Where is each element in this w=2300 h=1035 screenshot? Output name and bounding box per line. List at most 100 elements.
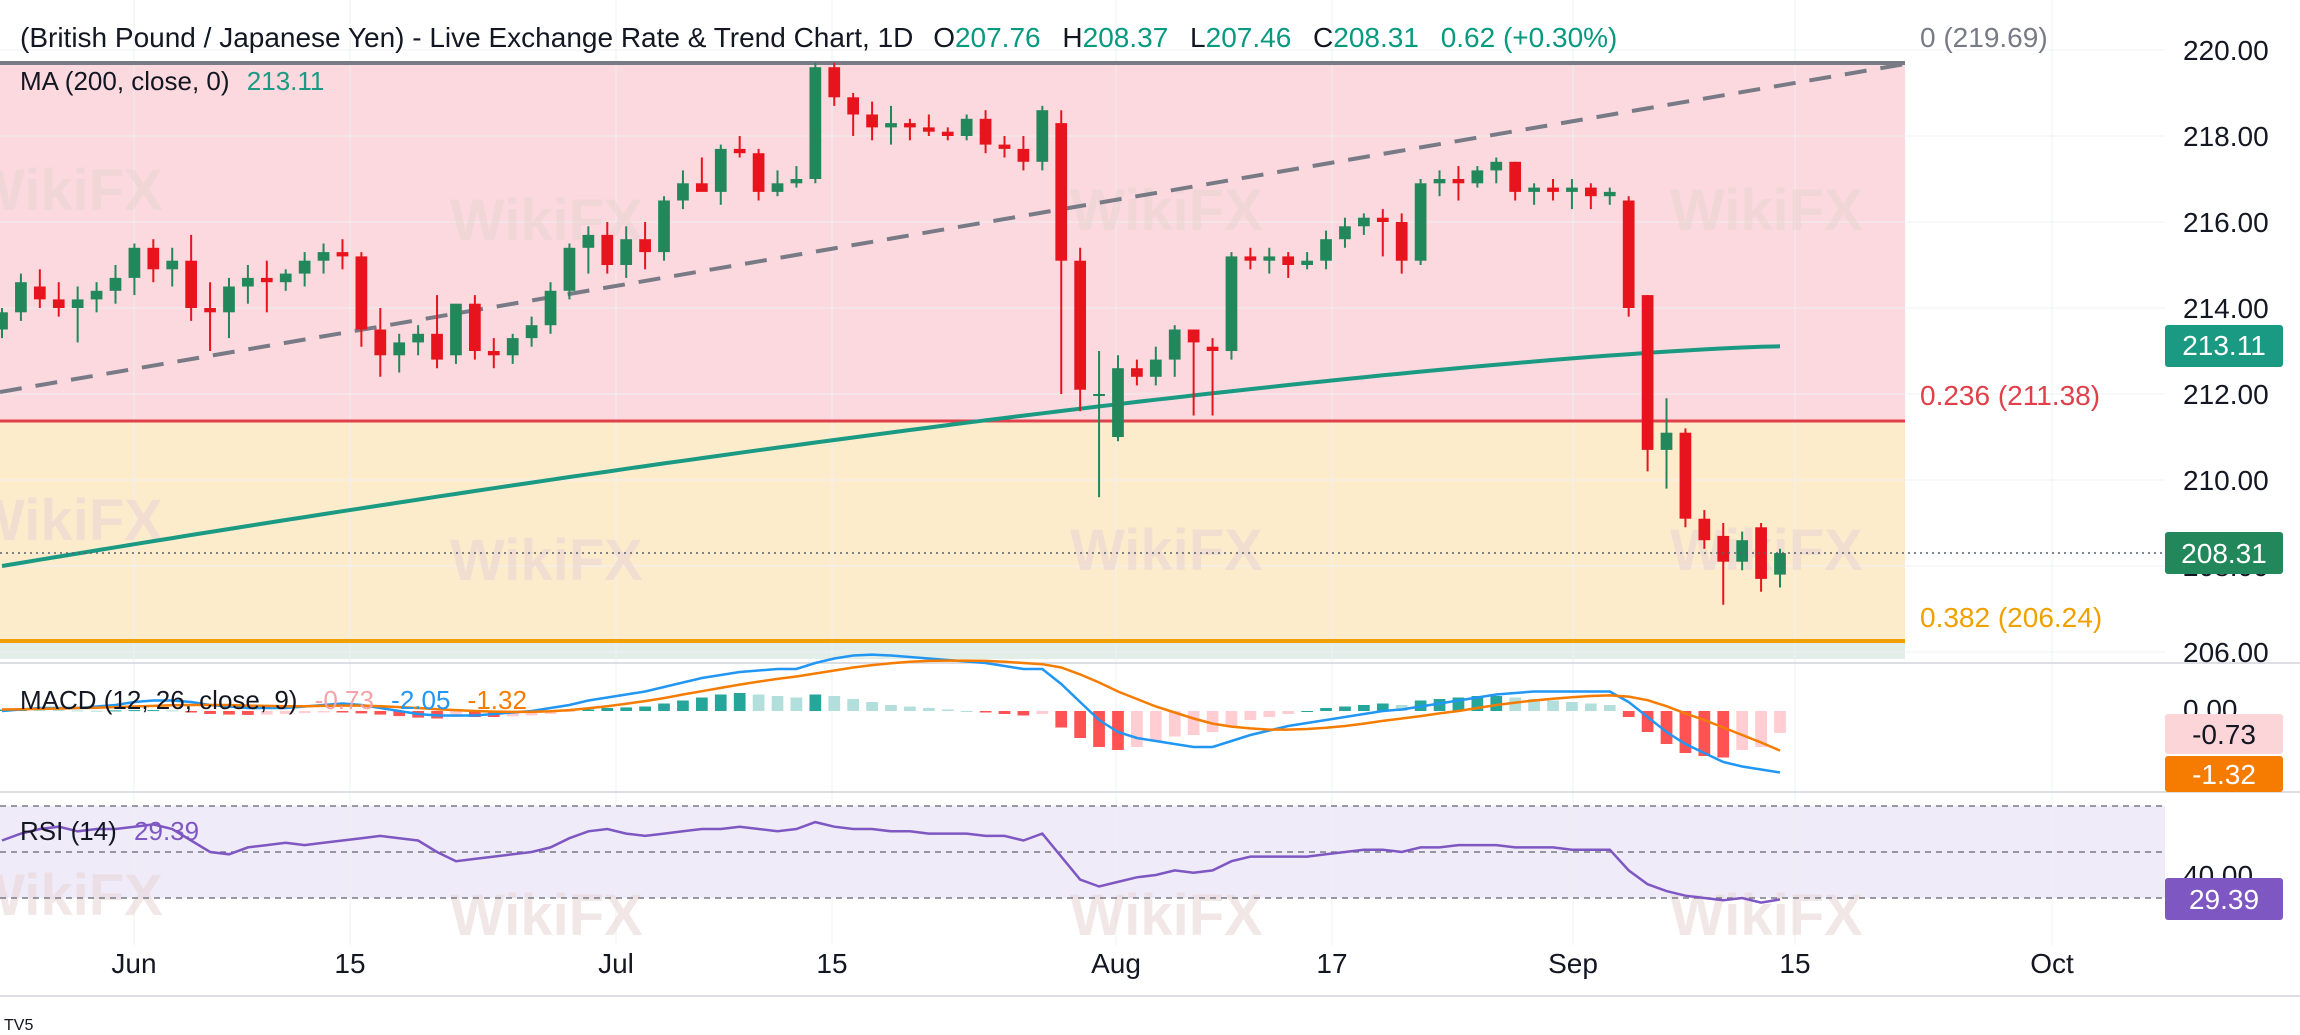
candle-body[interactable]	[1112, 368, 1124, 437]
time-axis[interactable]: Jun 15 Jul 15 Aug 17 Sep 15 Oct	[111, 948, 2074, 979]
rsi-legend[interactable]: RSI (14) 29.39	[20, 816, 199, 846]
candle-body[interactable]	[1036, 110, 1049, 162]
candle-body[interactable]	[506, 338, 519, 356]
candle-body[interactable]	[922, 127, 935, 132]
candle-body[interactable]	[412, 333, 424, 343]
candle-body[interactable]	[885, 123, 897, 128]
candle-body[interactable]	[695, 183, 708, 192]
candle-body[interactable]	[1263, 256, 1276, 261]
candle-body[interactable]	[525, 325, 538, 339]
candle-body[interactable]	[1282, 256, 1295, 265]
candle-body[interactable]	[1339, 226, 1351, 240]
candle-body[interactable]	[1584, 187, 1597, 197]
macd-signal-line[interactable]	[1, 659, 1781, 752]
candle-body[interactable]	[336, 252, 349, 257]
candle-body[interactable]	[601, 234, 614, 265]
candle-body[interactable]	[1131, 368, 1143, 377]
candle-body[interactable]	[771, 183, 784, 192]
candle-body[interactable]	[1698, 518, 1711, 541]
candle-body[interactable]	[847, 97, 860, 115]
candle-body[interactable]	[128, 247, 141, 278]
candle-body[interactable]	[1055, 123, 1068, 261]
candle-body[interactable]	[790, 179, 803, 184]
candle-body[interactable]	[1414, 183, 1427, 261]
candle-body[interactable]	[1717, 535, 1730, 562]
candle-body[interactable]	[1358, 217, 1370, 227]
candle-body[interactable]	[1452, 179, 1465, 184]
candle-body[interactable]	[582, 234, 595, 248]
candle-body[interactable]	[1320, 239, 1332, 261]
candle-body[interactable]	[1755, 527, 1767, 579]
candle-body[interactable]	[1641, 295, 1654, 450]
candle-body[interactable]	[1566, 187, 1578, 192]
candle-body[interactable]	[1206, 346, 1219, 351]
ma-200-line[interactable]	[1, 344, 1781, 568]
candle-body[interactable]	[1679, 432, 1692, 519]
candle-body[interactable]	[147, 247, 160, 270]
candle-body[interactable]	[185, 260, 198, 308]
candle-body[interactable]	[1149, 359, 1162, 377]
candle-body[interactable]	[1622, 200, 1635, 309]
candle-body[interactable]	[979, 118, 992, 145]
candle-body[interactable]	[279, 273, 292, 283]
candle-body[interactable]	[15, 282, 27, 313]
candle-body[interactable]	[1225, 256, 1238, 351]
candle-body[interactable]	[1490, 161, 1503, 171]
candle-body[interactable]	[1433, 179, 1446, 184]
candle-body[interactable]	[544, 290, 557, 326]
candle-body[interactable]	[904, 123, 916, 128]
candle-body[interactable]	[355, 256, 368, 330]
candle-body[interactable]	[204, 308, 216, 313]
candle-body[interactable]	[109, 277, 122, 291]
candle-body[interactable]	[317, 252, 330, 261]
candle-body[interactable]	[393, 342, 406, 356]
candle-body[interactable]	[431, 333, 443, 360]
candle-body[interactable]	[469, 303, 481, 351]
candle-body[interactable]	[1774, 553, 1786, 575]
candle-body[interactable]	[1395, 222, 1408, 261]
candle-body[interactable]	[866, 114, 878, 128]
candle-body[interactable]	[960, 118, 973, 136]
candle-body[interactable]	[828, 67, 841, 98]
candle-body[interactable]	[677, 183, 689, 201]
candle-body[interactable]	[71, 299, 84, 308]
macd-legend[interactable]: MACD (12, 26, close, 9) -0.73 -2.05 -1.3…	[20, 685, 527, 715]
candle-body[interactable]	[1547, 187, 1559, 192]
candle-body[interactable]	[998, 144, 1011, 149]
candle-body[interactable]	[752, 153, 765, 192]
candle-body[interactable]	[1074, 260, 1087, 390]
candle-body[interactable]	[1187, 329, 1200, 343]
candle-body[interactable]	[620, 239, 633, 265]
candle-body[interactable]	[1376, 217, 1389, 222]
candle-body[interactable]	[0, 312, 8, 330]
candle-body[interactable]	[487, 351, 500, 356]
candle-body[interactable]	[1660, 432, 1673, 450]
candle-body[interactable]	[52, 299, 65, 308]
candle-body[interactable]	[1736, 540, 1749, 562]
candle-body[interactable]	[1471, 170, 1484, 184]
candle-body[interactable]	[1017, 148, 1030, 162]
candle-body[interactable]	[242, 277, 254, 287]
candle-body[interactable]	[658, 200, 670, 253]
candle-body[interactable]	[563, 247, 576, 291]
ma-legend[interactable]: MA (200, close, 0) 213.11	[20, 66, 324, 96]
candle-body[interactable]	[1244, 256, 1257, 261]
candle-body[interactable]	[260, 277, 273, 283]
candle-body[interactable]	[1168, 329, 1181, 360]
candle-body[interactable]	[1509, 161, 1522, 192]
candle-body[interactable]	[714, 148, 727, 192]
candle-body[interactable]	[450, 303, 462, 356]
candle-body[interactable]	[33, 286, 46, 300]
candle-body[interactable]	[809, 67, 822, 179]
candle-body[interactable]	[1603, 191, 1616, 197]
candle-body[interactable]	[374, 329, 387, 356]
candle-body[interactable]	[90, 290, 103, 300]
candle-body[interactable]	[639, 239, 651, 253]
candle-body[interactable]	[298, 260, 311, 274]
candle-body[interactable]	[223, 286, 235, 313]
candle-body[interactable]	[1301, 260, 1313, 265]
candle-body[interactable]	[941, 131, 954, 136]
candle-body[interactable]	[1093, 394, 1105, 396]
candle-body[interactable]	[1528, 187, 1540, 192]
rsi-line[interactable]	[1, 820, 1781, 904]
